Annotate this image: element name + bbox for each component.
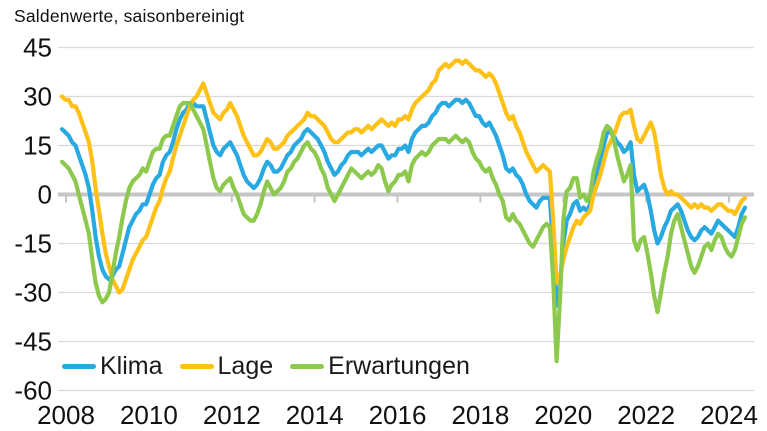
x-tick-label: 2022 [617,400,675,430]
x-tick-label: 2024 [700,400,758,430]
x-axis-ticks [65,196,730,203]
chart-legend: Klima Lage Erwartungen [62,352,487,381]
x-tick-label: 2010 [120,400,178,430]
y-tick-label: -45 [14,327,52,357]
x-tick-label: 2020 [534,400,592,430]
y-tick-label: -60 [14,376,52,406]
y-tick-label: 30 [23,81,52,111]
y-tick-label: 15 [23,130,52,160]
x-tick-label: 2012 [203,400,261,430]
y-axis-labels: 45 30 15 0 -15 -30 -45 -60 [14,32,52,405]
x-tick-label: 2014 [286,400,344,430]
chart-title: Saldenwerte, saisonbereinigt [14,6,245,26]
legend-label-klima: Klima [100,352,163,380]
legend-item-klima: Klima [62,352,163,381]
y-tick-label: 0 [38,180,52,210]
klima-line-swatch-icon [62,364,96,369]
x-tick-label: 2008 [37,400,95,430]
gridlines [58,46,754,392]
x-axis-labels: 2008 2010 2012 2014 2016 2018 2020 2022 2024 [37,400,758,430]
legend-item-lage: Lage [179,352,274,381]
series-line-erwartungen [59,100,748,364]
legend-label-erwartungen: Erwartungen [328,352,470,380]
series-line-klima [59,97,748,308]
lage-line-swatch-icon [179,364,214,369]
y-tick-label: -30 [14,278,52,308]
erwartungen-line-swatch-icon [290,364,325,369]
series-line-lage [59,58,748,295]
legend-label-lage: Lage [217,352,274,380]
x-tick-label: 2018 [451,400,509,430]
legend-item-erwartungen: Erwartungen [290,352,470,381]
y-tick-label: -15 [14,229,52,259]
x-tick-label: 2016 [369,400,427,430]
y-tick-label: 45 [23,32,52,62]
